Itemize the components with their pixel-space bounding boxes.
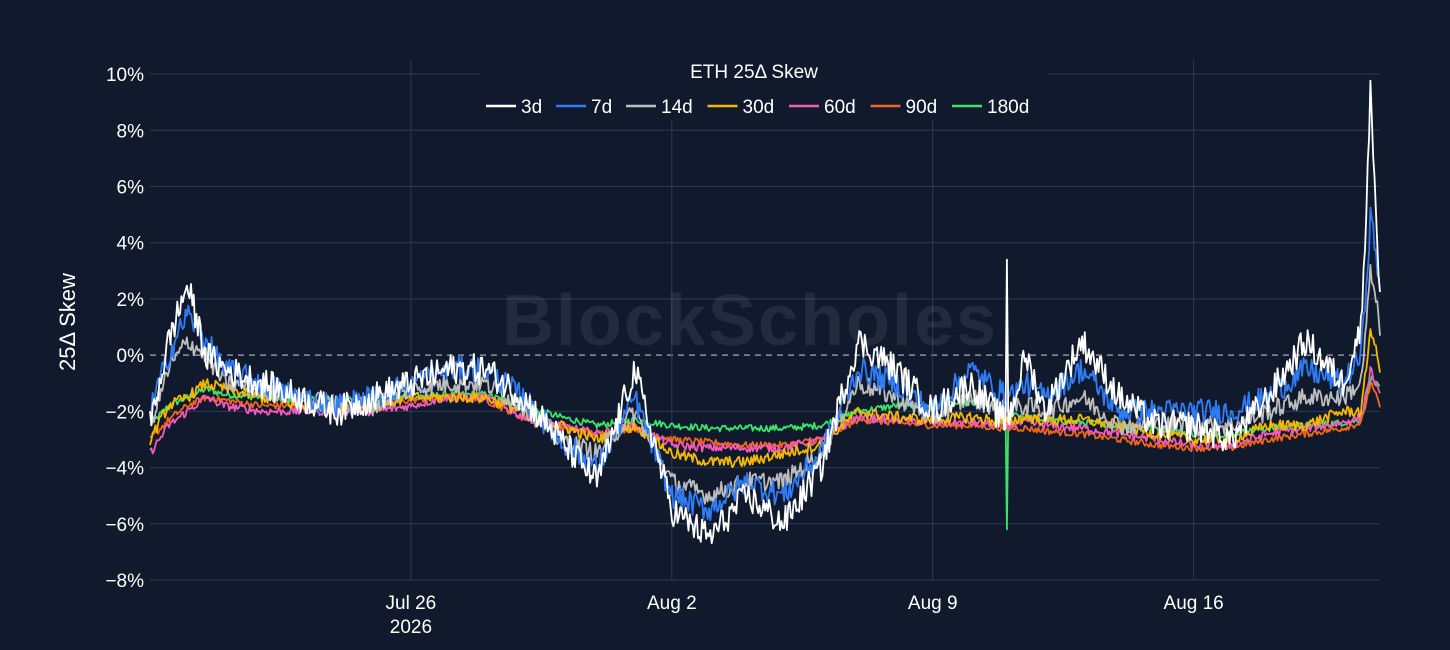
legend-label-3d: 3d [521, 97, 542, 118]
legend-label-60d: 60d [824, 97, 856, 118]
y-axis-ticks: −8% −6% −4% −2% 0% 2% 4% 6% 8% 10% [105, 65, 144, 592]
y-tick-label: 8% [117, 121, 145, 142]
y-tick-label: 6% [117, 177, 145, 198]
x-tick-label: Jul 26 [386, 593, 437, 614]
x-tick-label: 2026 [390, 617, 432, 638]
legend-title: ETH 25Δ Skew [690, 62, 818, 83]
y-tick-label: −4% [105, 459, 144, 480]
y-tick-label: 4% [117, 234, 145, 255]
series-line-3d [149, 79, 1381, 545]
series-line-7d [149, 206, 1381, 521]
legend: ETH 25Δ Skew 3d 7d 14d 30d 60d 90d 180d [480, 56, 1048, 120]
legend-label-30d: 30d [743, 97, 775, 118]
y-tick-label: −6% [105, 515, 144, 536]
legend-background [480, 56, 1048, 120]
legend-items: 3d 7d 14d 30d 60d 90d 180d [486, 97, 1029, 118]
y-tick-label: 0% [117, 346, 145, 367]
y-axis-title: 25Δ Skew [55, 273, 80, 371]
x-tick-label: Aug 16 [1164, 593, 1224, 614]
y-tick-label: 10% [106, 65, 144, 86]
x-axis-ticks: Jul 26 2026 Aug 2 Aug 9 Aug 16 [386, 593, 1224, 638]
legend-label-7d: 7d [591, 97, 612, 118]
legend-label-90d: 90d [906, 97, 938, 118]
legend-label-14d: 14d [661, 97, 693, 118]
watermark: BlockScholes [502, 281, 998, 361]
y-tick-label: 2% [117, 290, 145, 311]
y-tick-label: −2% [105, 402, 144, 423]
x-tick-label: Aug 2 [647, 593, 697, 614]
series-layer [149, 79, 1381, 545]
x-tick-label: Aug 9 [908, 593, 958, 614]
legend-label-180d: 180d [987, 97, 1029, 118]
y-tick-label: −8% [105, 571, 144, 592]
grid [150, 60, 1380, 581]
